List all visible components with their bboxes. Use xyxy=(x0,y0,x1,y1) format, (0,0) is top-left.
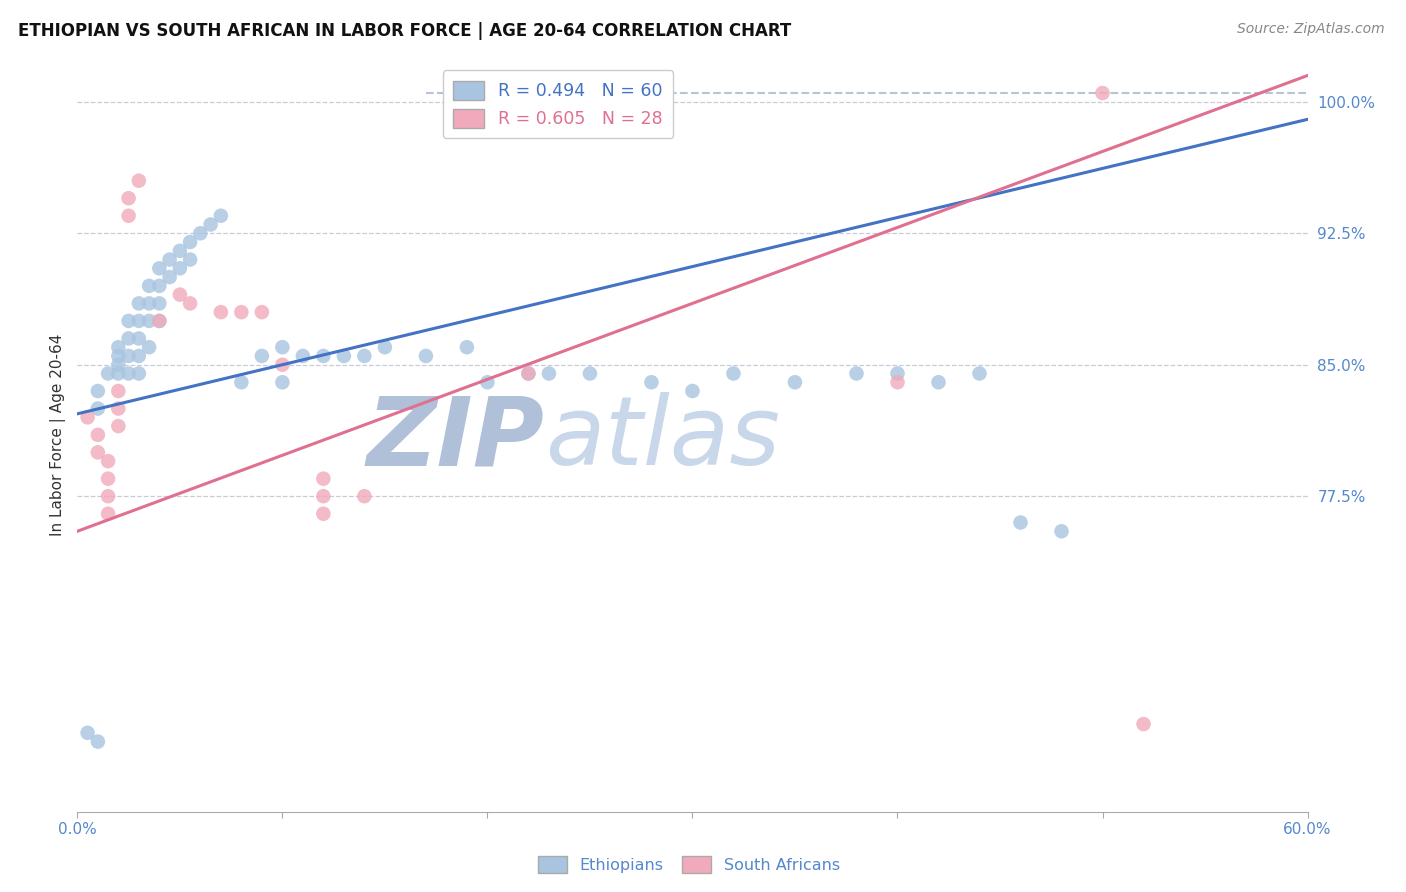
Point xyxy=(87,734,110,748)
Point xyxy=(200,218,222,232)
Text: ETHIOPIAN VS SOUTH AFRICAN IN LABOR FORCE | AGE 20-64 CORRELATION CHART: ETHIOPIAN VS SOUTH AFRICAN IN LABOR FORC… xyxy=(18,22,792,40)
Point xyxy=(107,384,129,398)
Point xyxy=(209,209,232,223)
Point xyxy=(517,367,540,381)
Point xyxy=(148,278,170,293)
Point xyxy=(117,209,139,223)
Point xyxy=(138,278,160,293)
Point xyxy=(87,445,110,459)
Point xyxy=(169,287,191,301)
Point xyxy=(138,296,160,310)
Point xyxy=(291,349,314,363)
Point xyxy=(128,314,150,328)
Point xyxy=(477,376,499,390)
Point xyxy=(169,261,191,276)
Point xyxy=(1132,717,1154,731)
Legend: R = 0.494   N = 60, R = 0.605   N = 28: R = 0.494 N = 60, R = 0.605 N = 28 xyxy=(443,70,673,138)
Point xyxy=(969,367,991,381)
Point xyxy=(682,384,704,398)
Point xyxy=(271,358,294,372)
Point xyxy=(1050,524,1073,539)
Point xyxy=(97,489,120,503)
Point xyxy=(148,314,170,328)
Point xyxy=(250,305,273,319)
Y-axis label: In Labor Force | Age 20-64: In Labor Force | Age 20-64 xyxy=(51,334,66,536)
Point xyxy=(374,340,396,354)
Point xyxy=(107,358,129,372)
Point xyxy=(148,314,170,328)
Point xyxy=(312,489,335,503)
Point xyxy=(128,174,150,188)
Point xyxy=(97,367,120,381)
Text: Source: ZipAtlas.com: Source: ZipAtlas.com xyxy=(1237,22,1385,37)
Point xyxy=(1091,86,1114,100)
Point xyxy=(250,349,273,363)
Point xyxy=(179,252,201,267)
Point xyxy=(333,349,356,363)
Point xyxy=(128,331,150,345)
Text: atlas: atlas xyxy=(546,392,780,485)
Point xyxy=(169,244,191,258)
Point xyxy=(76,410,98,425)
Point xyxy=(640,376,662,390)
Point xyxy=(312,349,335,363)
Point xyxy=(87,427,110,442)
Point xyxy=(138,314,160,328)
Point xyxy=(231,376,253,390)
Point xyxy=(87,401,110,416)
Point xyxy=(415,349,437,363)
Point xyxy=(76,726,98,740)
Point xyxy=(353,349,375,363)
Point xyxy=(107,419,129,434)
Point xyxy=(188,227,212,241)
Point xyxy=(353,489,375,503)
Point xyxy=(312,507,335,521)
Point xyxy=(117,191,139,205)
Point xyxy=(128,367,150,381)
Point xyxy=(517,367,540,381)
Point xyxy=(928,376,950,390)
Point xyxy=(886,376,908,390)
Point xyxy=(148,296,170,310)
Point xyxy=(117,349,139,363)
Point xyxy=(117,331,139,345)
Point xyxy=(87,384,110,398)
Point xyxy=(886,367,908,381)
Point xyxy=(1010,516,1032,530)
Point xyxy=(128,349,150,363)
Point xyxy=(97,472,120,486)
Point xyxy=(107,401,129,416)
Point xyxy=(271,376,294,390)
Point xyxy=(159,252,181,267)
Text: ZIP: ZIP xyxy=(367,392,546,485)
Point xyxy=(312,472,335,486)
Point xyxy=(537,367,560,381)
Point xyxy=(209,305,232,319)
Point xyxy=(456,340,478,354)
Point xyxy=(97,507,120,521)
Legend: Ethiopians, South Africans: Ethiopians, South Africans xyxy=(531,849,846,880)
Point xyxy=(117,367,139,381)
Point xyxy=(159,270,181,285)
Point xyxy=(271,340,294,354)
Point xyxy=(783,376,806,390)
Point xyxy=(579,367,602,381)
Point xyxy=(845,367,868,381)
Point xyxy=(231,305,253,319)
Point xyxy=(97,454,120,468)
Point xyxy=(107,349,129,363)
Point xyxy=(148,261,170,276)
Point xyxy=(138,340,160,354)
Point xyxy=(107,340,129,354)
Point xyxy=(117,314,139,328)
Point xyxy=(179,296,201,310)
Point xyxy=(723,367,745,381)
Point xyxy=(107,367,129,381)
Point xyxy=(128,296,150,310)
Point xyxy=(179,235,201,249)
